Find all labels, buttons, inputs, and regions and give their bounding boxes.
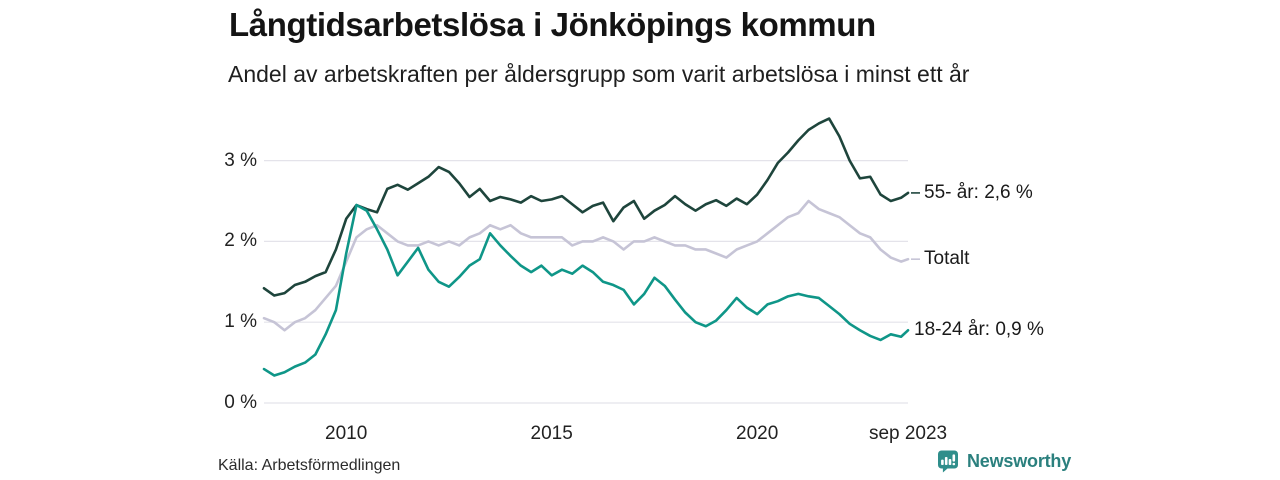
chart-subtitle: Andel av arbetskraften per åldersgrupp s…: [228, 61, 970, 87]
series-line-55- år: [262, 117, 910, 297]
series-line-Totalt: [262, 199, 910, 332]
x-tick-label: 2015: [530, 423, 573, 444]
series-label-totalt: Totalt: [924, 248, 970, 270]
source-note: Källa: Arbetsförmedlingen: [218, 457, 401, 474]
y-tick-label: 1 %: [224, 311, 257, 333]
series-line-18-24 år: [262, 203, 910, 377]
y-tick-label: 0 %: [224, 392, 257, 413]
newsworthy-wordmark: Newsworthy: [967, 450, 1072, 471]
newsworthy-bubble-chart-icon: [938, 450, 958, 473]
x-tick-label: 2020: [736, 423, 779, 444]
series-label-55-plus: 55- år: 2,6 %: [924, 181, 1033, 203]
series-label-18-24: 18-24 år: 0,9 %: [914, 319, 1044, 341]
x-tick-label: 2010: [325, 423, 368, 444]
chart-title: Långtidsarbetslösa i Jönköpings kommun: [229, 6, 876, 43]
y-tick-label: 2 %: [224, 230, 257, 252]
newsworthy-logo: Newsworthy: [936, 449, 1071, 473]
y-tick-label: 3 %: [224, 149, 257, 171]
x-tick-label: sep 2023: [868, 423, 948, 444]
